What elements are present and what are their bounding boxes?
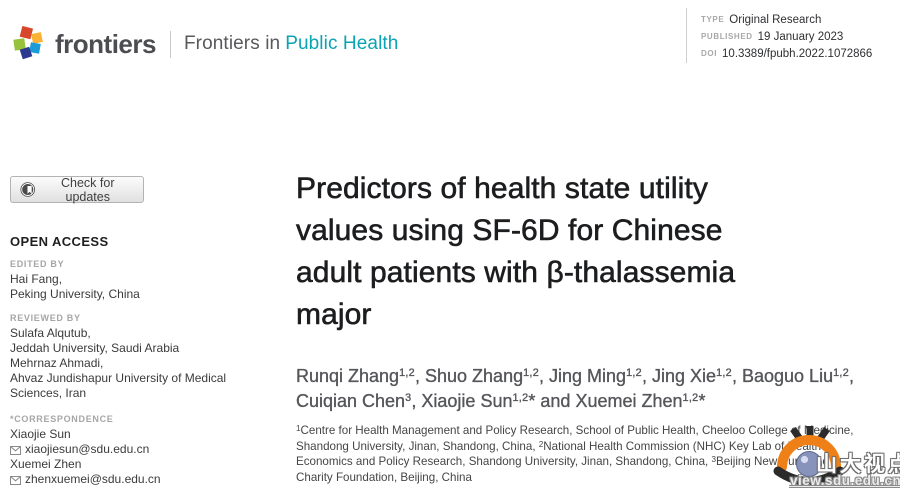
author-list: Runqi Zhang1,2, Shuo Zhang1,2, Jing Ming…: [296, 364, 854, 414]
author-affil-sup: 1,2: [523, 367, 540, 379]
affiliation-sup: 2: [538, 439, 544, 449]
affiliation-line: 1Centre for Health Management and Policy…: [296, 423, 853, 439]
author-separator: ,: [849, 366, 855, 386]
crossmark-icon: [20, 182, 36, 197]
affiliation-sup: 3: [711, 455, 716, 465]
editor-name: Hai Fang,: [10, 272, 63, 286]
article-meta: TYPE Original Research PUBLISHED 19 Januar…: [701, 11, 872, 62]
reviewed-by-label: REVIEWED BY: [10, 313, 81, 323]
correspondence-label: *CORRESPONDENCE: [10, 414, 114, 424]
masthead: frontiers Frontiers in Public Health: [13, 24, 398, 64]
affiliation-sup: 1: [296, 424, 301, 433]
author-separator: *: [698, 391, 706, 411]
correspondent-name: Xiaojie Sun: [10, 427, 71, 441]
reviewer-name: Sulafa Alqutub,: [10, 326, 91, 340]
author-separator: ,: [539, 366, 550, 386]
affiliation-text: Economics and Policy Research, Shandong …: [296, 455, 712, 469]
envelope-icon: [10, 445, 21, 455]
doi-link[interactable]: 10.3389/fpubh.2022.1072866: [722, 48, 873, 60]
meta-published-row: PUBLISHED 19 January 2023: [701, 28, 872, 45]
author-name: Cuiqian Chen: [296, 391, 406, 411]
title-line: adult patients with β-thalassemia: [296, 256, 736, 290]
journal-prefix: Frontiers in: [183, 33, 281, 54]
author-separator: ,: [411, 391, 422, 411]
author-affil-sup: 1,2: [833, 367, 850, 379]
correspondent-name: Xuemei Zhen: [10, 457, 82, 471]
author-name: Shuo Zhang: [425, 366, 524, 386]
reviewer-affiliation: Jeddah University, Saudi Arabia: [10, 341, 180, 355]
author-separator: ,: [731, 366, 742, 386]
author-affil-sup: 1,2: [716, 367, 732, 379]
affiliation-line: Economics and Policy Research, Shandong …: [296, 454, 853, 470]
published-label: PUBLISHED: [701, 32, 753, 41]
affiliation-text: Beijing New Sunshine: [715, 455, 829, 469]
affiliation-text: Shandong University, Jinan, Shandong, Ch…: [296, 439, 539, 453]
editor-affiliation: Peking University, China: [10, 287, 140, 301]
check-for-updates-label: Check for updates: [61, 175, 115, 204]
author-name: Xuemei Zhen: [575, 391, 683, 411]
author-affil-sup: 1,2: [399, 367, 415, 379]
affiliation-text: Centre for Health Management and Policy …: [300, 424, 854, 437]
author-name: Runqi Zhang: [296, 366, 400, 386]
author-row: Runqi Zhang1,2, Shuo Zhang1,2, Jing Ming…: [296, 364, 854, 389]
reviewer-affiliation: Sciences, Iran: [10, 386, 87, 400]
type-value: Original Research: [729, 14, 822, 26]
affiliation-line: Shandong University, Jinan, Shandong, Ch…: [296, 439, 853, 455]
author-separator: * and: [528, 391, 576, 411]
author-separator: ,: [642, 366, 653, 386]
title-line: values using SF-6D for Chinese: [296, 214, 723, 248]
reviewer-affiliation: Ahvaz Jundishapur University of Medical: [10, 371, 227, 385]
check-for-updates-button[interactable]: Check for updates: [10, 175, 144, 204]
affiliations: 1Centre for Health Management and Policy…: [296, 423, 853, 485]
journal-title: Frontiers in Public Health: [184, 33, 398, 55]
title-line: Predictors of health state utility: [296, 172, 708, 206]
author-affil-sup: 3: [405, 392, 412, 404]
affiliation-text: Charity Foundation, Beijing, China: [296, 470, 472, 484]
email-link[interactable]: xiaojiesun@sdu.edu.cn: [25, 442, 150, 456]
author-row: Cuiqian Chen3, Xiaojie Sun1,2* and Xueme…: [296, 389, 854, 414]
meta-type-row: TYPE Original Research: [701, 11, 872, 28]
meta-doi-row: DOI 10.3389/fpubh.2022.1072866: [701, 45, 872, 62]
article-title: Predictors of health state utility value…: [296, 168, 736, 336]
correspondent-email-row: xiaojiesun@sdu.edu.cn: [10, 442, 282, 457]
author-affil-sup: 1,2: [626, 367, 642, 379]
correspondent-email-row: zhenxuemei@sdu.edu.cn: [10, 472, 282, 487]
envelope-icon: [10, 475, 21, 485]
author-name: Xiaojie Sun: [421, 391, 513, 411]
masthead-divider: [169, 30, 171, 58]
published-value: 19 January 2023: [757, 31, 844, 43]
frontiers-logo-icon: [13, 26, 43, 60]
author-name: Baoguo Liu: [742, 366, 834, 386]
affiliation-text: National Health Commission (NHC) Key Lab…: [543, 439, 822, 453]
meta-divider: [686, 8, 687, 63]
open-access-badge: OPEN ACCESS: [10, 234, 109, 249]
edited-by-section: EDITED BY Hai Fang, Peking University, C…: [10, 259, 282, 302]
reviewed-by-section: REVIEWED BY Sulafa Alqutub, Jeddah Unive…: [10, 313, 282, 401]
author-affil-sup: 1,2: [682, 392, 699, 404]
author-name: Jing Xie: [652, 366, 717, 386]
author-separator: ,: [415, 366, 426, 386]
brand-wordmark: frontiers: [55, 28, 156, 59]
doi-label: DOI: [701, 49, 718, 58]
affiliation-line: Charity Foundation, Beijing, China: [296, 470, 853, 486]
type-label: TYPE: [701, 15, 725, 24]
title-line: major: [296, 298, 372, 332]
edited-by-label: EDITED BY: [10, 259, 65, 269]
author-affil-sup: 1,2: [512, 392, 529, 404]
correspondence-section: *CORRESPONDENCE Xiaojie Sun xiaojiesun@s…: [10, 414, 282, 487]
author-name: Jing Ming: [549, 366, 627, 386]
journal-name: Public Health: [285, 33, 399, 54]
reviewer-name: Mehrnaz Ahmadi,: [10, 356, 104, 370]
email-link[interactable]: zhenxuemei@sdu.edu.cn: [25, 472, 161, 486]
